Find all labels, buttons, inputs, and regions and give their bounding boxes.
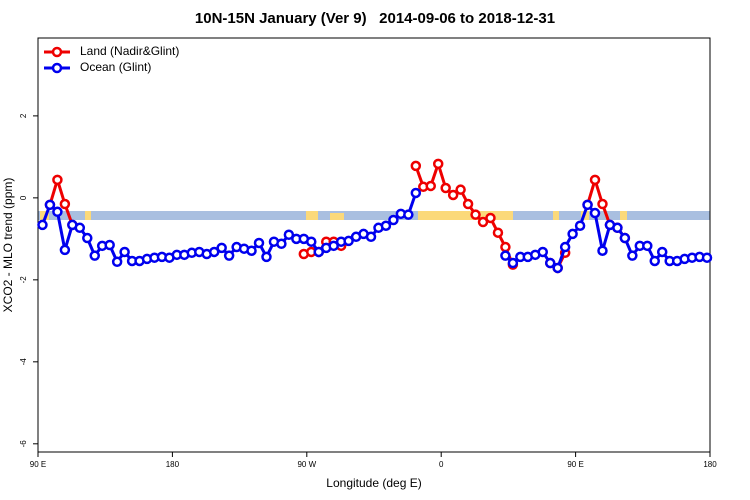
y-tick-label: -2 <box>19 276 28 284</box>
point <box>612 222 623 234</box>
point <box>507 257 519 269</box>
y-tick-label: -6 <box>19 440 28 448</box>
point <box>619 232 631 244</box>
point <box>208 246 220 258</box>
legend-marker <box>51 62 63 74</box>
point <box>597 198 608 210</box>
point <box>589 207 601 219</box>
point <box>82 232 93 244</box>
point <box>403 209 414 220</box>
point <box>432 158 444 170</box>
point <box>365 231 377 243</box>
point <box>52 174 63 186</box>
point <box>388 214 399 226</box>
legend-label: Land (Nadir&Glint) <box>80 44 179 58</box>
legend-label: Ocean (Glint) <box>80 60 151 74</box>
x-tick-label: 180 <box>703 460 717 469</box>
point <box>37 219 48 231</box>
x-tick-label: 180 <box>166 460 180 469</box>
point <box>410 160 422 172</box>
point <box>500 241 511 253</box>
point <box>537 246 548 258</box>
point <box>119 246 130 258</box>
x-tick-label: 90 E <box>567 460 583 469</box>
point <box>500 250 511 261</box>
chart-title: 10N-15N January (Ver 9) 2014-09-06 to 20… <box>195 10 555 27</box>
x-axis-label: Longitude (deg E) <box>326 476 421 490</box>
point <box>425 180 436 192</box>
point <box>477 216 489 228</box>
x-tick-label: 0 <box>439 460 444 469</box>
y-tick-label: 0 <box>19 195 28 200</box>
point <box>410 187 422 199</box>
point <box>492 227 504 238</box>
point <box>111 256 123 268</box>
point <box>89 250 100 261</box>
point <box>544 257 556 269</box>
y-tick-label: 2 <box>19 113 28 118</box>
point <box>44 199 56 211</box>
point <box>462 198 474 210</box>
y-axis-label: XCO2 - MLO trend (ppm) <box>1 178 15 313</box>
point <box>559 241 571 253</box>
point <box>59 198 71 210</box>
point <box>104 239 115 251</box>
point <box>574 220 586 231</box>
point <box>649 255 660 267</box>
point <box>52 206 63 218</box>
point <box>261 251 272 263</box>
point <box>470 209 481 220</box>
point <box>343 235 354 247</box>
point <box>701 252 713 263</box>
x-tick-label: 90 W <box>297 460 316 469</box>
y-tick-label: -4 <box>19 358 28 366</box>
ocean-strip <box>38 211 710 220</box>
point <box>283 229 295 241</box>
point <box>485 212 496 224</box>
point <box>589 174 601 186</box>
point <box>276 238 287 250</box>
point <box>246 245 257 256</box>
point <box>642 240 653 252</box>
point <box>313 246 324 258</box>
point <box>253 237 265 249</box>
legend-marker <box>51 46 63 58</box>
x-tick-label: 90 E <box>30 460 46 469</box>
point <box>328 240 339 252</box>
point <box>627 250 638 261</box>
point <box>306 236 317 247</box>
point <box>216 242 227 254</box>
point <box>74 222 86 234</box>
point <box>223 250 235 261</box>
point <box>567 228 578 240</box>
point <box>59 244 71 256</box>
point <box>597 245 608 256</box>
plot-frame <box>37 37 711 453</box>
point <box>552 262 563 274</box>
point <box>582 199 593 211</box>
point <box>656 246 668 258</box>
point <box>440 182 451 194</box>
point <box>447 189 459 201</box>
point <box>455 184 466 195</box>
point <box>380 220 392 231</box>
